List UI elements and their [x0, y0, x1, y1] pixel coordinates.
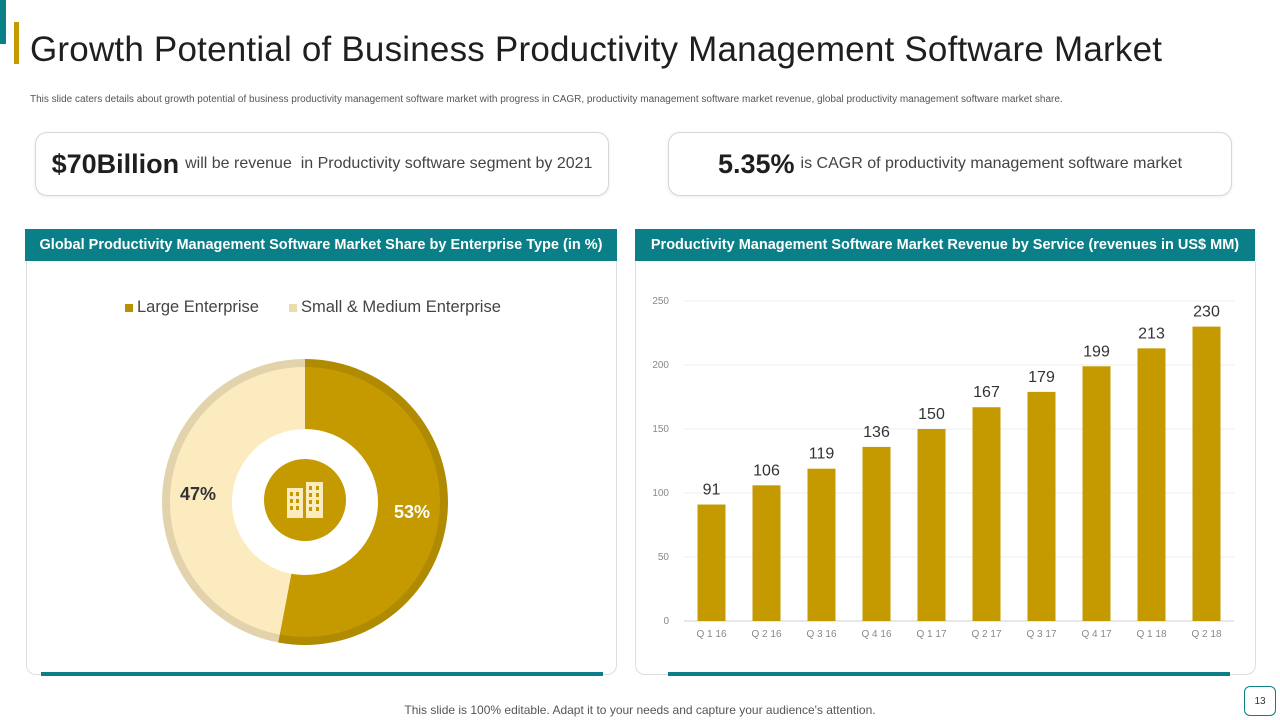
bar-value-label: 179 — [1028, 369, 1055, 386]
bar-q216 — [752, 485, 781, 621]
bar-value-label: 230 — [1193, 304, 1220, 321]
donut-label-sme: 47% — [180, 484, 216, 504]
buildings-icon — [287, 482, 323, 518]
legend-label-large: Large Enterprise — [137, 298, 259, 316]
legend-swatch-sme — [289, 303, 297, 312]
page-subtitle: This slide caters details about growth p… — [30, 94, 1063, 105]
right-panel-bottom-line — [668, 672, 1230, 676]
legend-label-sme: Small & Medium Enterprise — [301, 298, 501, 316]
bar-value-label: 150 — [918, 406, 945, 423]
title-accent-bar — [14, 22, 19, 64]
bar-q217 — [972, 407, 1001, 621]
bar-value-label: 199 — [1083, 343, 1110, 360]
x-tick-label: Q 4 16 — [861, 629, 891, 640]
bar-q317 — [1027, 391, 1056, 621]
bar-q417 — [1082, 366, 1111, 621]
bar-q117 — [917, 429, 946, 621]
legend-item-large-enterprise: Large Enterprise — [125, 298, 259, 317]
donut-label-large: 53% — [394, 502, 430, 522]
cagr-kpi-value: 5.35% — [717, 148, 795, 179]
bar-q116 — [697, 504, 726, 621]
legend-item-sme: Small & Medium Enterprise — [289, 298, 501, 317]
bar-q316 — [807, 468, 836, 621]
revenue-kpi-card: $70Billion will be revenue in Productivi… — [35, 132, 609, 196]
y-tick-label: 100 — [652, 488, 669, 499]
revenue-panel-title: Productivity Management Software Market … — [635, 229, 1255, 261]
corner-accent — [0, 0, 6, 44]
bar-value-label: 167 — [973, 384, 1000, 401]
x-tick-label: Q 2 16 — [751, 629, 781, 640]
revenue-kpi-text: will be revenue in Productivity software… — [185, 155, 593, 172]
y-tick-label: 200 — [652, 360, 669, 371]
bar-value-label: 91 — [703, 482, 721, 499]
bar-q218 — [1192, 326, 1221, 621]
x-tick-label: Q 2 17 — [971, 629, 1001, 640]
revenue-bar-chart: 0 50 100 150 200 250 91 106 119 136 150 167 179 199 2… — [652, 296, 1234, 640]
x-tick-label: Q 3 17 — [1026, 629, 1056, 640]
donut-legend: Large Enterprise Small & Medium Enterpri… — [125, 298, 531, 317]
y-tick-label: 250 — [652, 296, 669, 307]
donut-chart: 53% 47% — [161, 359, 448, 645]
x-tick-label: Q 1 18 — [1136, 629, 1166, 640]
footer-note: This slide is 100% editable. Adapt it to… — [404, 703, 876, 717]
x-tick-label: Q 1 16 — [696, 629, 726, 640]
x-tick-label: Q 1 17 — [916, 629, 946, 640]
x-tick-label: Q 4 17 — [1081, 629, 1111, 640]
bar-q118 — [1137, 348, 1166, 621]
x-tick-label: Q 3 16 — [806, 629, 836, 640]
left-panel-bottom-line — [41, 672, 603, 676]
y-tick-label: 50 — [658, 552, 670, 563]
page-title: Growth Potential of Business Productivit… — [30, 30, 1163, 69]
legend-swatch-large — [125, 303, 133, 312]
bar-value-label: 119 — [809, 446, 835, 463]
cagr-kpi-card: 5.35% is CAGR of productivity management… — [668, 132, 1232, 196]
revenue-kpi-value: $70Billion — [51, 148, 180, 179]
donut-rim — [162, 359, 448, 645]
donut-center-circle — [264, 459, 346, 541]
x-tick-label: Q 2 18 — [1191, 629, 1221, 640]
bar-value-label: 213 — [1138, 325, 1165, 342]
y-tick-label: 150 — [652, 424, 669, 435]
y-tick-label: 0 — [663, 616, 669, 627]
cagr-kpi-text: is CAGR of productivity management softw… — [800, 155, 1183, 172]
market-share-panel-title: Global Productivity Management Software … — [25, 229, 617, 261]
bar-q416 — [862, 446, 891, 621]
bar-value-label: 106 — [753, 462, 780, 479]
page-number: 13 — [1244, 686, 1276, 716]
bar-value-label: 136 — [863, 424, 890, 441]
